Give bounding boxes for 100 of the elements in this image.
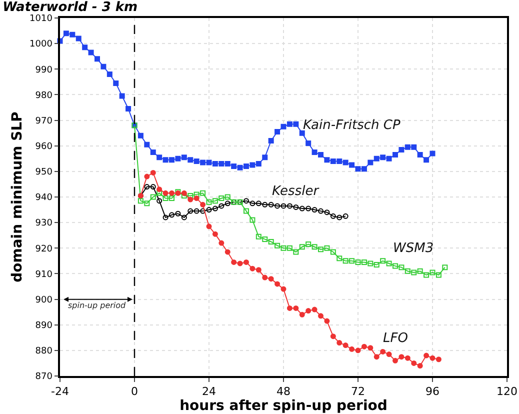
x-tick-label: 96 — [426, 384, 440, 398]
point — [212, 198, 218, 204]
point — [206, 207, 212, 213]
point — [330, 213, 336, 219]
point — [274, 281, 280, 287]
point — [280, 245, 286, 251]
point — [355, 348, 361, 354]
x-tick-label: 48 — [276, 384, 290, 398]
y-tick-label: 960 — [35, 142, 53, 152]
x-tick-label: 0 — [131, 384, 138, 398]
point — [299, 312, 305, 318]
y-axis-title: domain minimum SLP — [10, 112, 26, 282]
point — [436, 356, 442, 362]
point — [262, 236, 268, 242]
point — [194, 196, 200, 202]
point — [250, 200, 256, 206]
point — [169, 190, 174, 196]
point — [212, 206, 218, 212]
y-tick-label: 1010 — [30, 14, 53, 24]
point — [286, 245, 292, 251]
point — [436, 272, 442, 278]
point — [169, 212, 174, 218]
point — [256, 267, 262, 273]
point — [349, 346, 355, 352]
y-tick-label: 870 — [35, 372, 53, 382]
point — [244, 198, 249, 204]
point — [181, 214, 187, 220]
chart-title: Waterworld - 3 km — [2, 0, 138, 16]
point — [442, 264, 448, 270]
point — [386, 260, 392, 266]
point — [244, 259, 249, 265]
point — [312, 244, 318, 250]
point — [224, 249, 230, 255]
point — [250, 266, 256, 272]
point — [312, 306, 318, 312]
y-tick-label: 940 — [35, 193, 53, 204]
point — [411, 270, 417, 276]
point — [374, 262, 380, 268]
point — [274, 203, 280, 209]
y-tick-label: 990 — [35, 65, 53, 76]
point — [430, 270, 436, 276]
point — [330, 334, 336, 340]
point — [404, 355, 410, 361]
point — [231, 259, 237, 265]
point — [411, 360, 417, 366]
point — [200, 190, 206, 196]
point — [244, 208, 249, 214]
point — [392, 358, 398, 364]
point — [398, 264, 404, 270]
point — [200, 202, 206, 208]
y-tick-label: 1000 — [30, 40, 53, 50]
point — [169, 196, 174, 202]
point — [368, 260, 374, 266]
point — [162, 190, 168, 196]
point — [156, 190, 162, 196]
point — [330, 249, 336, 255]
point — [293, 249, 299, 255]
point — [150, 184, 156, 190]
point — [218, 203, 224, 209]
point — [424, 272, 430, 278]
point — [200, 208, 206, 214]
series-label: WSM3 — [393, 241, 434, 256]
point — [374, 354, 380, 360]
y-tick-label: 970 — [35, 116, 53, 126]
point — [392, 263, 398, 269]
point — [342, 213, 348, 219]
point — [268, 239, 274, 244]
point — [218, 196, 224, 202]
point — [417, 268, 423, 274]
point — [318, 246, 324, 252]
point — [188, 196, 194, 202]
point — [262, 202, 268, 208]
x-tick-label: 24 — [202, 384, 216, 398]
point — [262, 274, 268, 280]
point — [417, 363, 423, 369]
x-tick-label: -24 — [51, 384, 69, 398]
point — [218, 240, 224, 246]
point — [336, 214, 342, 220]
x-tick-label: 120 — [496, 384, 518, 398]
point — [256, 200, 262, 206]
point — [349, 258, 355, 264]
point — [268, 202, 274, 208]
y-tick-label: 910 — [35, 270, 53, 280]
point — [286, 305, 292, 311]
point — [250, 217, 256, 223]
point — [212, 231, 218, 237]
point — [336, 256, 342, 262]
point — [404, 268, 410, 274]
point — [224, 194, 230, 200]
point — [188, 208, 194, 214]
x-tick-label: 72 — [351, 384, 365, 398]
point — [386, 352, 392, 358]
point — [268, 276, 274, 282]
point — [398, 354, 404, 360]
point — [324, 245, 330, 251]
series-label: Kain-Fritsch CP — [303, 118, 400, 133]
point — [342, 342, 348, 348]
point — [312, 207, 318, 213]
point — [361, 344, 367, 350]
x-axis-title: hours after spin-up period — [180, 398, 388, 414]
